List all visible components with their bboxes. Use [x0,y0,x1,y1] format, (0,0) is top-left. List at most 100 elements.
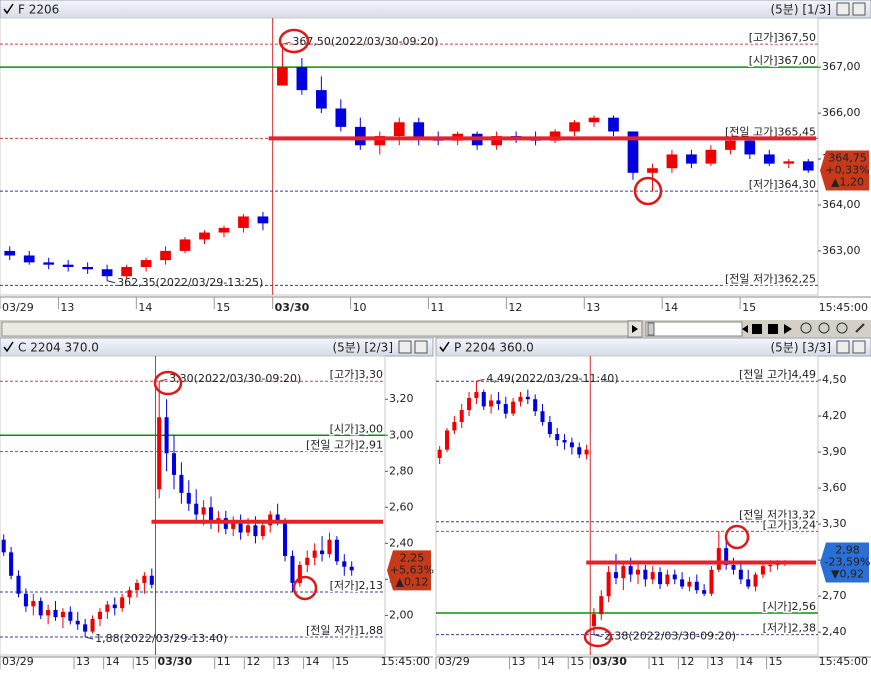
y-tick-label: 3,90 [822,445,847,458]
x-tick-label: 15 [769,655,783,668]
reference-label: [시가]367,00 [749,54,816,67]
candle-body [312,550,317,558]
annotation-leader [106,280,116,284]
x-tick-label: 13 [586,301,600,314]
price-badge [820,542,869,583]
panel-title: C 2204 370.0 [18,341,99,355]
candle-body [680,579,685,587]
price-badge-text: ▼0,92 [831,568,864,581]
window-button[interactable] [852,2,866,16]
candle-body [354,126,366,146]
window-button[interactable] [836,340,850,354]
candle-body [665,574,670,585]
x-tick-label: 10 [353,301,367,314]
price-badge-text: 2,98 [835,544,860,557]
candle-body [334,539,339,562]
candle-body [686,154,697,164]
candle-body [687,581,692,587]
annotation-leader [85,636,94,640]
window-button[interactable] [414,340,428,354]
candle-body [157,417,162,490]
candle-body [753,574,758,587]
candle-body [171,453,177,475]
y-tick-label: 3,00 [389,428,414,441]
price-badge [820,150,869,191]
x-tick-label: 13 [76,655,90,668]
panel-period: (5분) [2/3] [332,341,393,355]
x-tick-label: 15 [742,301,756,314]
x-tick-label: 11 [217,655,231,668]
y-tick-label: 3,20 [389,392,414,405]
candle-body [569,442,574,448]
annotation: 4,49(2022/03/29-11:40) [486,372,618,385]
candle-body [672,574,677,580]
annotation: 362,35(2022/03/29-13:25) [117,276,263,289]
candle-body [702,590,707,594]
price-badge-text: +0,33% [825,164,869,177]
candle-body [186,492,191,504]
candle-body [628,566,633,575]
panel-title: F 2206 [18,3,59,17]
scrollbar[interactable] [0,320,871,338]
candle-body [142,575,147,583]
candle-body [763,154,775,164]
price-badge-text: ▲0,12 [396,575,429,588]
candle-body [621,566,626,579]
candle-body [725,140,736,150]
candle-body [290,555,295,583]
panel-period: (5분) [1/3] [770,3,831,17]
candle-body [46,609,51,616]
panel-period: (5분) [3/3] [770,341,831,355]
y-tick-label: 364,00 [822,198,861,211]
candle-body [201,507,206,515]
highlight-circles [153,28,750,648]
x-end-label: 15:45:00 [819,301,868,314]
y-tick-label: 4,50 [822,373,847,386]
candle-body [467,398,472,411]
candle-body [23,593,28,607]
candle-body [82,266,93,270]
x-tick-label: 13 [60,301,74,314]
panel-header [0,0,871,19]
candle-body [179,239,191,251]
annotation: 1,88(2022/03/29-13:40) [95,632,227,645]
candle-body [43,262,55,265]
window-button[interactable] [836,2,850,16]
candle-body [296,67,308,91]
reference-label: [저가]2,38 [763,622,816,635]
candle-body [238,216,249,228]
reference-label: [시가]2,56 [763,600,816,613]
x-tick-label: 15 [335,655,349,668]
y-tick-label: 2,40 [822,625,847,638]
candle-body [627,131,639,173]
candle-body [437,449,442,459]
annotation-leader [159,378,168,382]
candle-body [731,564,736,570]
check-icon [3,341,14,353]
candle-body [23,255,35,263]
candle-body [503,404,508,414]
candle-body [744,140,756,155]
y-tick-label: 2,60 [389,500,414,513]
candle-body [496,400,501,405]
candle-body [208,507,214,522]
candle-body [120,597,125,609]
candle-body [533,399,538,412]
candle-body [584,449,589,455]
y-tick-label: 4,20 [822,409,847,422]
candle-body [179,474,184,493]
y-tick-label: 2,00 [389,608,414,621]
x-tick-label: 14 [138,301,152,314]
candle-body [349,566,354,571]
candle-body [547,422,552,435]
annotation: 3,30(2022/03/30-09:20) [169,372,301,385]
y-tick-label: 363,00 [822,244,861,257]
window-button[interactable] [852,340,866,354]
candle-body [260,525,265,537]
candle-body [335,108,347,127]
candle-body [608,117,619,132]
candle-body [4,250,16,256]
window-button[interactable] [398,340,412,354]
reference-label: [전일 고가]365,45 [725,124,816,138]
candle-body [38,600,43,616]
